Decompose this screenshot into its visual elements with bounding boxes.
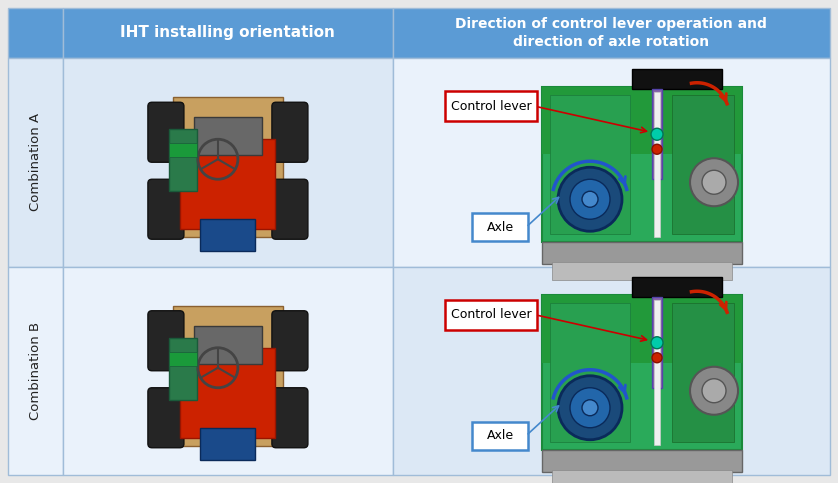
Circle shape xyxy=(652,353,662,363)
FancyBboxPatch shape xyxy=(147,102,184,162)
Bar xyxy=(542,242,742,264)
Bar xyxy=(652,297,662,388)
Text: Control lever: Control lever xyxy=(451,100,531,113)
Bar xyxy=(393,58,830,267)
Circle shape xyxy=(702,379,726,403)
Bar xyxy=(169,143,197,157)
Bar xyxy=(550,95,630,234)
Bar xyxy=(542,295,742,450)
Bar xyxy=(169,338,197,400)
Bar xyxy=(63,8,393,58)
Circle shape xyxy=(651,337,663,349)
FancyBboxPatch shape xyxy=(272,388,308,448)
Bar xyxy=(654,92,660,237)
Bar xyxy=(672,95,734,234)
Circle shape xyxy=(652,144,662,154)
Text: Combination B: Combination B xyxy=(29,322,42,420)
Bar xyxy=(63,58,393,267)
Bar xyxy=(173,97,283,237)
Circle shape xyxy=(702,170,726,194)
Text: Combination A: Combination A xyxy=(29,113,42,212)
Bar xyxy=(542,450,742,472)
FancyBboxPatch shape xyxy=(147,388,184,448)
FancyBboxPatch shape xyxy=(445,91,537,121)
FancyBboxPatch shape xyxy=(272,102,308,162)
Bar xyxy=(550,303,630,442)
Circle shape xyxy=(690,158,738,206)
Bar xyxy=(632,277,722,297)
Text: Direction of control lever operation and
direction of axle rotation: Direction of control lever operation and… xyxy=(456,17,768,49)
FancyBboxPatch shape xyxy=(472,422,528,450)
Text: Axle: Axle xyxy=(486,221,514,234)
Text: Control lever: Control lever xyxy=(451,308,531,321)
Bar xyxy=(173,306,283,446)
Circle shape xyxy=(690,367,738,415)
Bar xyxy=(652,89,662,179)
FancyBboxPatch shape xyxy=(472,213,528,241)
FancyBboxPatch shape xyxy=(147,311,184,371)
FancyBboxPatch shape xyxy=(445,300,537,330)
Bar xyxy=(200,428,256,460)
Bar xyxy=(8,58,63,267)
Bar xyxy=(542,87,742,242)
Text: IHT installing orientation: IHT installing orientation xyxy=(121,26,335,41)
Bar xyxy=(180,348,276,438)
Circle shape xyxy=(651,128,663,140)
Bar xyxy=(542,295,742,363)
Bar xyxy=(169,129,197,191)
FancyBboxPatch shape xyxy=(272,179,308,239)
Bar xyxy=(200,219,256,251)
Bar xyxy=(552,470,732,483)
Bar xyxy=(180,139,276,229)
Circle shape xyxy=(582,400,598,416)
Circle shape xyxy=(558,167,622,231)
FancyBboxPatch shape xyxy=(272,311,308,371)
Bar xyxy=(393,267,830,475)
Bar xyxy=(552,262,732,280)
Bar xyxy=(169,352,197,366)
Circle shape xyxy=(570,179,610,219)
Text: Axle: Axle xyxy=(486,429,514,442)
Bar xyxy=(63,267,393,475)
Bar xyxy=(194,117,262,155)
Bar xyxy=(194,326,262,364)
Bar xyxy=(672,303,734,442)
FancyBboxPatch shape xyxy=(147,179,184,239)
Circle shape xyxy=(582,191,598,207)
Bar xyxy=(393,8,830,58)
Circle shape xyxy=(570,388,610,428)
Bar xyxy=(654,300,660,445)
Bar xyxy=(8,8,63,58)
Bar xyxy=(8,267,63,475)
Circle shape xyxy=(558,376,622,440)
Bar xyxy=(632,69,722,89)
Bar xyxy=(542,87,742,154)
